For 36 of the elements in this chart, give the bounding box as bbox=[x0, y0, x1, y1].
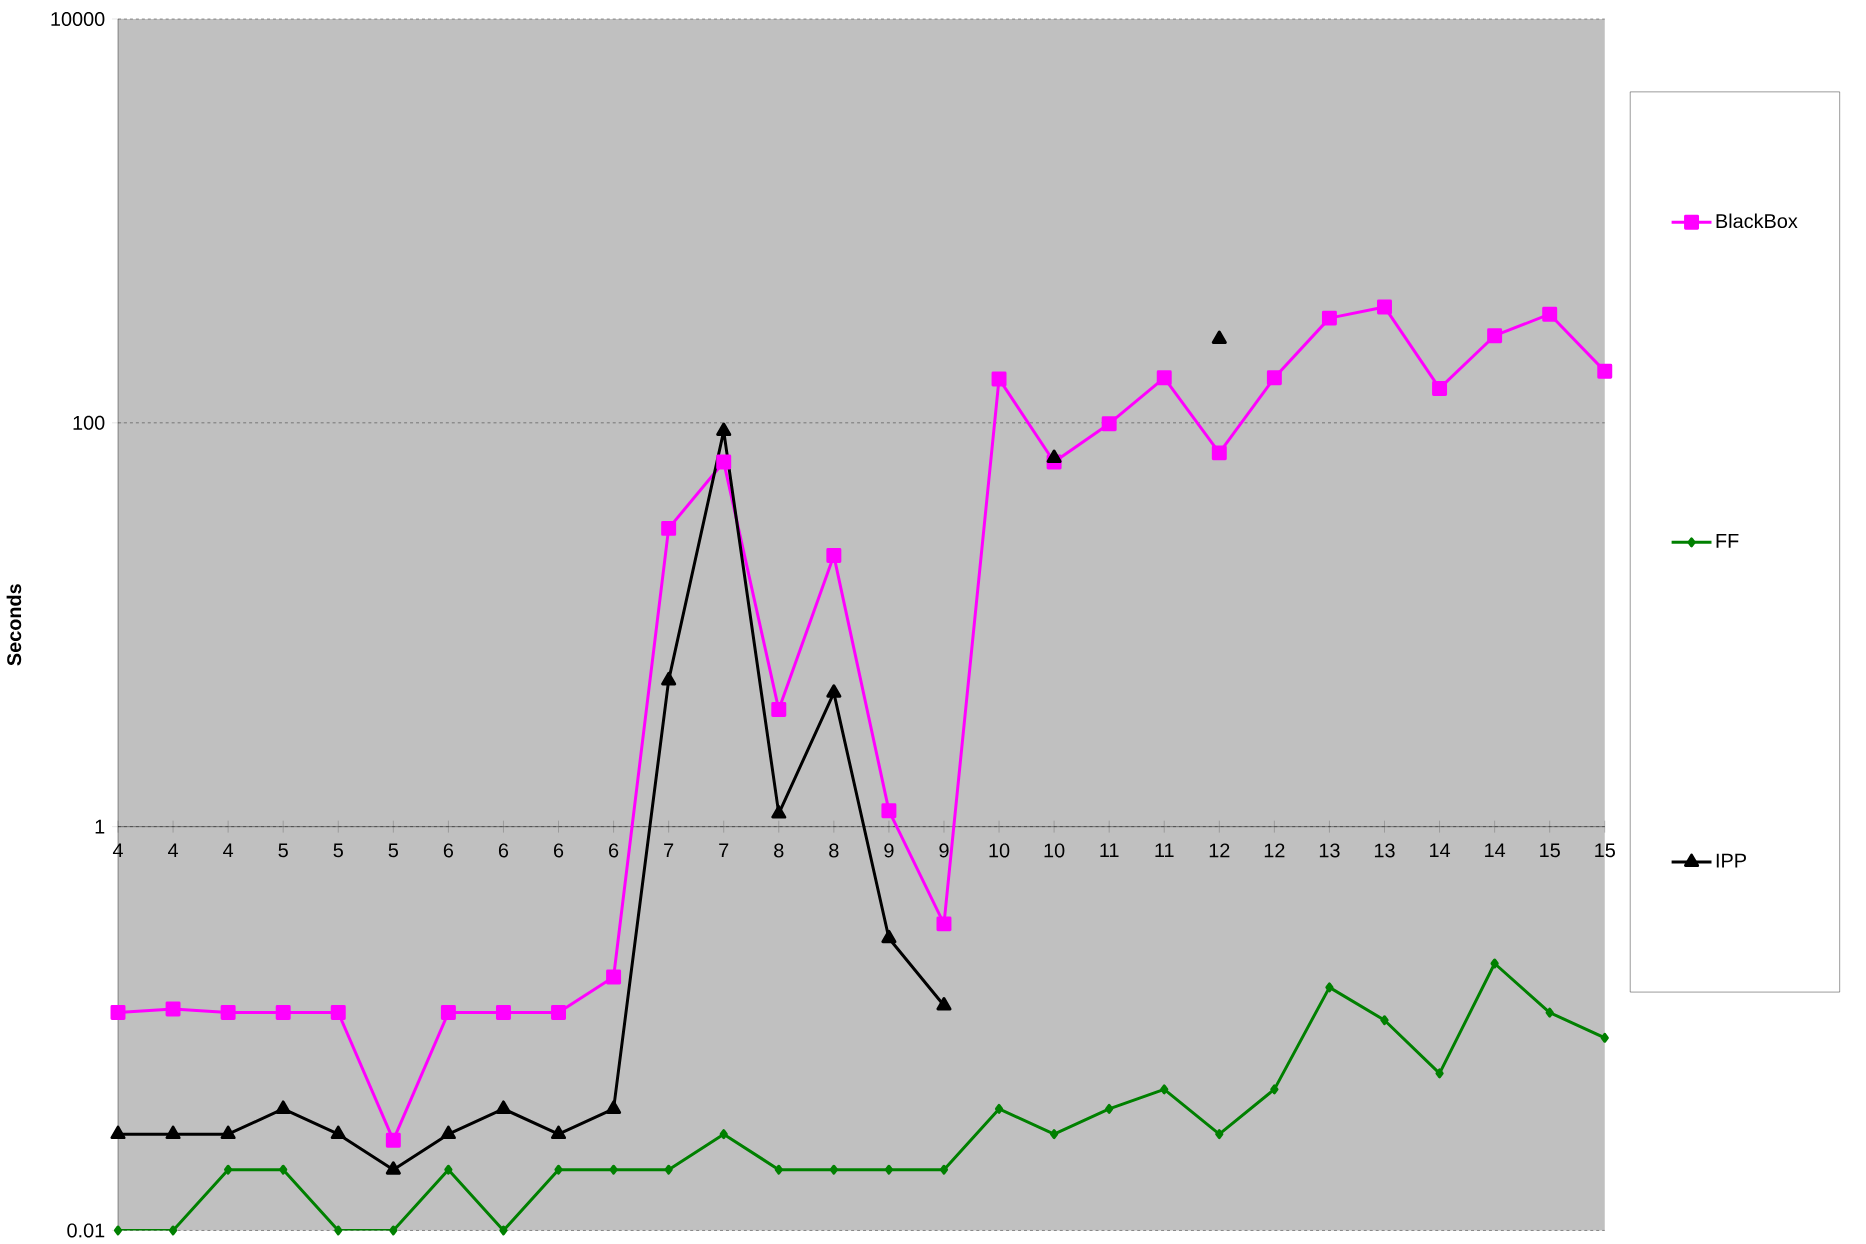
x-tick-label: 6 bbox=[498, 843, 509, 858]
x-tick-label: 9 bbox=[939, 843, 949, 858]
x-tick-label: 11 bbox=[1155, 843, 1174, 858]
legend-label: FF bbox=[1716, 533, 1739, 548]
x-tick-label: 9 bbox=[884, 843, 894, 858]
x-tick-label: 5 bbox=[333, 843, 343, 858]
x-tick-label: 15 bbox=[1595, 843, 1615, 858]
legend-label: BlackBox bbox=[1716, 213, 1798, 229]
x-tick-label: 14 bbox=[1485, 843, 1506, 858]
x-tick-label: 15 bbox=[1540, 843, 1560, 858]
x-tick-label: 12 bbox=[1209, 843, 1230, 858]
x-tick-label: 6 bbox=[554, 843, 564, 858]
x-tick-label: 6 bbox=[609, 843, 619, 858]
x-tick-label: 8 bbox=[774, 843, 784, 858]
x-tick-label: 7 bbox=[664, 843, 674, 858]
x-tick-label: 10 bbox=[989, 843, 1010, 858]
x-tick-label: 14 bbox=[1430, 843, 1451, 858]
x-tick-label: 10 bbox=[1044, 843, 1065, 858]
y-tick-label: 10000 bbox=[51, 11, 105, 26]
legend-label: IPP bbox=[1716, 853, 1746, 868]
x-tick-label: 4 bbox=[112, 843, 123, 858]
y-tick-label: 0.01 bbox=[67, 1223, 105, 1238]
x-tick-label: 7 bbox=[719, 843, 729, 858]
x-tick-label: 5 bbox=[388, 843, 399, 858]
x-tick-label: 4 bbox=[168, 843, 179, 858]
x-tick-label: 8 bbox=[829, 843, 839, 858]
x-tick-label: 6 bbox=[443, 843, 454, 858]
x-tick-label: 13 bbox=[1374, 843, 1395, 858]
x-tick-label: 11 bbox=[1100, 843, 1119, 858]
x-tick-label: 4 bbox=[223, 843, 234, 858]
y-tick-label: 1 bbox=[95, 819, 105, 834]
y-axis-title: Seconds bbox=[6, 584, 22, 666]
x-tick-label: 12 bbox=[1264, 843, 1285, 858]
x-tick-label: 5 bbox=[278, 843, 288, 858]
x-tick-label: 13 bbox=[1319, 843, 1340, 858]
y-tick-label: 100 bbox=[73, 415, 105, 430]
